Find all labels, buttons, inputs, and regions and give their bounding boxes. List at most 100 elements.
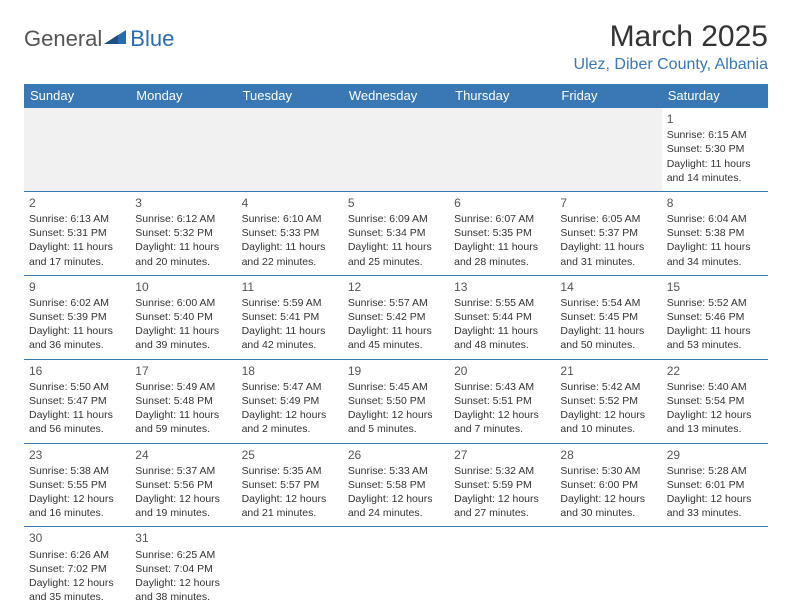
daylight-text: Daylight: 11 hours and 59 minutes. — [135, 408, 231, 436]
daylight-text: Daylight: 12 hours and 13 minutes. — [667, 408, 763, 436]
daylight-text: Daylight: 12 hours and 5 minutes. — [348, 408, 444, 436]
sunrise-text: Sunrise: 5:54 AM — [560, 296, 656, 310]
calendar-day-cell: 29Sunrise: 5:28 AMSunset: 6:01 PMDayligh… — [662, 443, 768, 527]
calendar-day-cell — [449, 527, 555, 610]
sunrise-text: Sunrise: 6:15 AM — [667, 128, 763, 142]
sunrise-text: Sunrise: 6:05 AM — [560, 212, 656, 226]
calendar-day-cell — [555, 108, 661, 192]
calendar-day-cell — [237, 527, 343, 610]
calendar-day-cell: 16Sunrise: 5:50 AMSunset: 5:47 PMDayligh… — [24, 359, 130, 443]
sunset-text: Sunset: 5:56 PM — [135, 478, 231, 492]
day-number: 27 — [454, 447, 550, 463]
calendar-week-row: 23Sunrise: 5:38 AMSunset: 5:55 PMDayligh… — [24, 443, 768, 527]
calendar-day-cell: 25Sunrise: 5:35 AMSunset: 5:57 PMDayligh… — [237, 443, 343, 527]
sunrise-text: Sunrise: 5:45 AM — [348, 380, 444, 394]
calendar-day-cell: 15Sunrise: 5:52 AMSunset: 5:46 PMDayligh… — [662, 275, 768, 359]
header: General Blue March 2025 Ulez, Diber Coun… — [24, 20, 768, 74]
day-number: 10 — [135, 279, 231, 295]
sunset-text: Sunset: 5:37 PM — [560, 226, 656, 240]
sunrise-text: Sunrise: 5:30 AM — [560, 464, 656, 478]
sunrise-text: Sunrise: 6:25 AM — [135, 548, 231, 562]
calendar-day-cell: 5Sunrise: 6:09 AMSunset: 5:34 PMDaylight… — [343, 191, 449, 275]
sunset-text: Sunset: 5:42 PM — [348, 310, 444, 324]
sunset-text: Sunset: 5:40 PM — [135, 310, 231, 324]
sunrise-text: Sunrise: 5:35 AM — [242, 464, 338, 478]
day-number: 3 — [135, 195, 231, 211]
sunrise-text: Sunrise: 5:33 AM — [348, 464, 444, 478]
calendar-day-cell — [449, 108, 555, 192]
daylight-text: Daylight: 11 hours and 14 minutes. — [667, 157, 763, 185]
calendar-day-cell: 21Sunrise: 5:42 AMSunset: 5:52 PMDayligh… — [555, 359, 661, 443]
daylight-text: Daylight: 12 hours and 19 minutes. — [135, 492, 231, 520]
calendar-day-cell — [555, 527, 661, 610]
daylight-text: Daylight: 11 hours and 31 minutes. — [560, 240, 656, 268]
calendar-day-cell: 20Sunrise: 5:43 AMSunset: 5:51 PMDayligh… — [449, 359, 555, 443]
daylight-text: Daylight: 11 hours and 50 minutes. — [560, 324, 656, 352]
day-number: 30 — [29, 530, 125, 546]
sunset-text: Sunset: 5:38 PM — [667, 226, 763, 240]
calendar-day-cell: 17Sunrise: 5:49 AMSunset: 5:48 PMDayligh… — [130, 359, 236, 443]
sunset-text: Sunset: 5:58 PM — [348, 478, 444, 492]
calendar-day-cell — [237, 108, 343, 192]
sunset-text: Sunset: 5:52 PM — [560, 394, 656, 408]
daylight-text: Daylight: 12 hours and 38 minutes. — [135, 576, 231, 604]
sunrise-text: Sunrise: 6:00 AM — [135, 296, 231, 310]
calendar-day-cell: 14Sunrise: 5:54 AMSunset: 5:45 PMDayligh… — [555, 275, 661, 359]
sunrise-text: Sunrise: 5:47 AM — [242, 380, 338, 394]
day-number: 6 — [454, 195, 550, 211]
day-number: 17 — [135, 363, 231, 379]
calendar-day-cell: 23Sunrise: 5:38 AMSunset: 5:55 PMDayligh… — [24, 443, 130, 527]
calendar-day-cell: 28Sunrise: 5:30 AMSunset: 6:00 PMDayligh… — [555, 443, 661, 527]
daylight-text: Daylight: 12 hours and 33 minutes. — [667, 492, 763, 520]
calendar-day-cell: 30Sunrise: 6:26 AMSunset: 7:02 PMDayligh… — [24, 527, 130, 610]
day-number: 21 — [560, 363, 656, 379]
sunset-text: Sunset: 5:46 PM — [667, 310, 763, 324]
calendar-day-cell — [343, 108, 449, 192]
calendar-day-cell: 1Sunrise: 6:15 AMSunset: 5:30 PMDaylight… — [662, 108, 768, 192]
calendar-day-cell: 18Sunrise: 5:47 AMSunset: 5:49 PMDayligh… — [237, 359, 343, 443]
day-number: 28 — [560, 447, 656, 463]
calendar-table: Sunday Monday Tuesday Wednesday Thursday… — [24, 84, 768, 610]
daylight-text: Daylight: 11 hours and 53 minutes. — [667, 324, 763, 352]
sunset-text: Sunset: 5:33 PM — [242, 226, 338, 240]
day-number: 16 — [29, 363, 125, 379]
day-number: 14 — [560, 279, 656, 295]
calendar-day-cell: 12Sunrise: 5:57 AMSunset: 5:42 PMDayligh… — [343, 275, 449, 359]
day-number: 18 — [242, 363, 338, 379]
daylight-text: Daylight: 11 hours and 20 minutes. — [135, 240, 231, 268]
daylight-text: Daylight: 12 hours and 16 minutes. — [29, 492, 125, 520]
sunrise-text: Sunrise: 6:09 AM — [348, 212, 444, 226]
weekday-header: Thursday — [449, 84, 555, 108]
sunrise-text: Sunrise: 6:04 AM — [667, 212, 763, 226]
day-number: 19 — [348, 363, 444, 379]
calendar-day-cell: 3Sunrise: 6:12 AMSunset: 5:32 PMDaylight… — [130, 191, 236, 275]
sunrise-text: Sunrise: 5:42 AM — [560, 380, 656, 394]
sunset-text: Sunset: 5:48 PM — [135, 394, 231, 408]
daylight-text: Daylight: 11 hours and 34 minutes. — [667, 240, 763, 268]
weekday-header: Tuesday — [237, 84, 343, 108]
month-title: March 2025 — [574, 20, 768, 54]
daylight-text: Daylight: 11 hours and 17 minutes. — [29, 240, 125, 268]
daylight-text: Daylight: 11 hours and 22 minutes. — [242, 240, 338, 268]
sunset-text: Sunset: 5:55 PM — [29, 478, 125, 492]
day-number: 20 — [454, 363, 550, 379]
calendar-day-cell: 13Sunrise: 5:55 AMSunset: 5:44 PMDayligh… — [449, 275, 555, 359]
sunset-text: Sunset: 5:35 PM — [454, 226, 550, 240]
sunrise-text: Sunrise: 5:28 AM — [667, 464, 763, 478]
sunrise-text: Sunrise: 5:55 AM — [454, 296, 550, 310]
weekday-header: Friday — [555, 84, 661, 108]
calendar-day-cell — [24, 108, 130, 192]
day-number: 13 — [454, 279, 550, 295]
daylight-text: Daylight: 12 hours and 30 minutes. — [560, 492, 656, 520]
daylight-text: Daylight: 12 hours and 10 minutes. — [560, 408, 656, 436]
day-number: 4 — [242, 195, 338, 211]
sunset-text: Sunset: 5:59 PM — [454, 478, 550, 492]
sunrise-text: Sunrise: 6:07 AM — [454, 212, 550, 226]
calendar-day-cell: 10Sunrise: 6:00 AMSunset: 5:40 PMDayligh… — [130, 275, 236, 359]
day-number: 29 — [667, 447, 763, 463]
day-number: 12 — [348, 279, 444, 295]
sunrise-text: Sunrise: 5:32 AM — [454, 464, 550, 478]
daylight-text: Daylight: 12 hours and 21 minutes. — [242, 492, 338, 520]
sunset-text: Sunset: 5:45 PM — [560, 310, 656, 324]
calendar-week-row: 16Sunrise: 5:50 AMSunset: 5:47 PMDayligh… — [24, 359, 768, 443]
